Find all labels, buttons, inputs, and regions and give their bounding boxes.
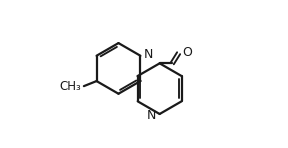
- Text: CH₃: CH₃: [60, 80, 82, 93]
- Text: N: N: [144, 48, 153, 61]
- Text: O: O: [182, 46, 192, 59]
- Text: N: N: [147, 108, 156, 122]
